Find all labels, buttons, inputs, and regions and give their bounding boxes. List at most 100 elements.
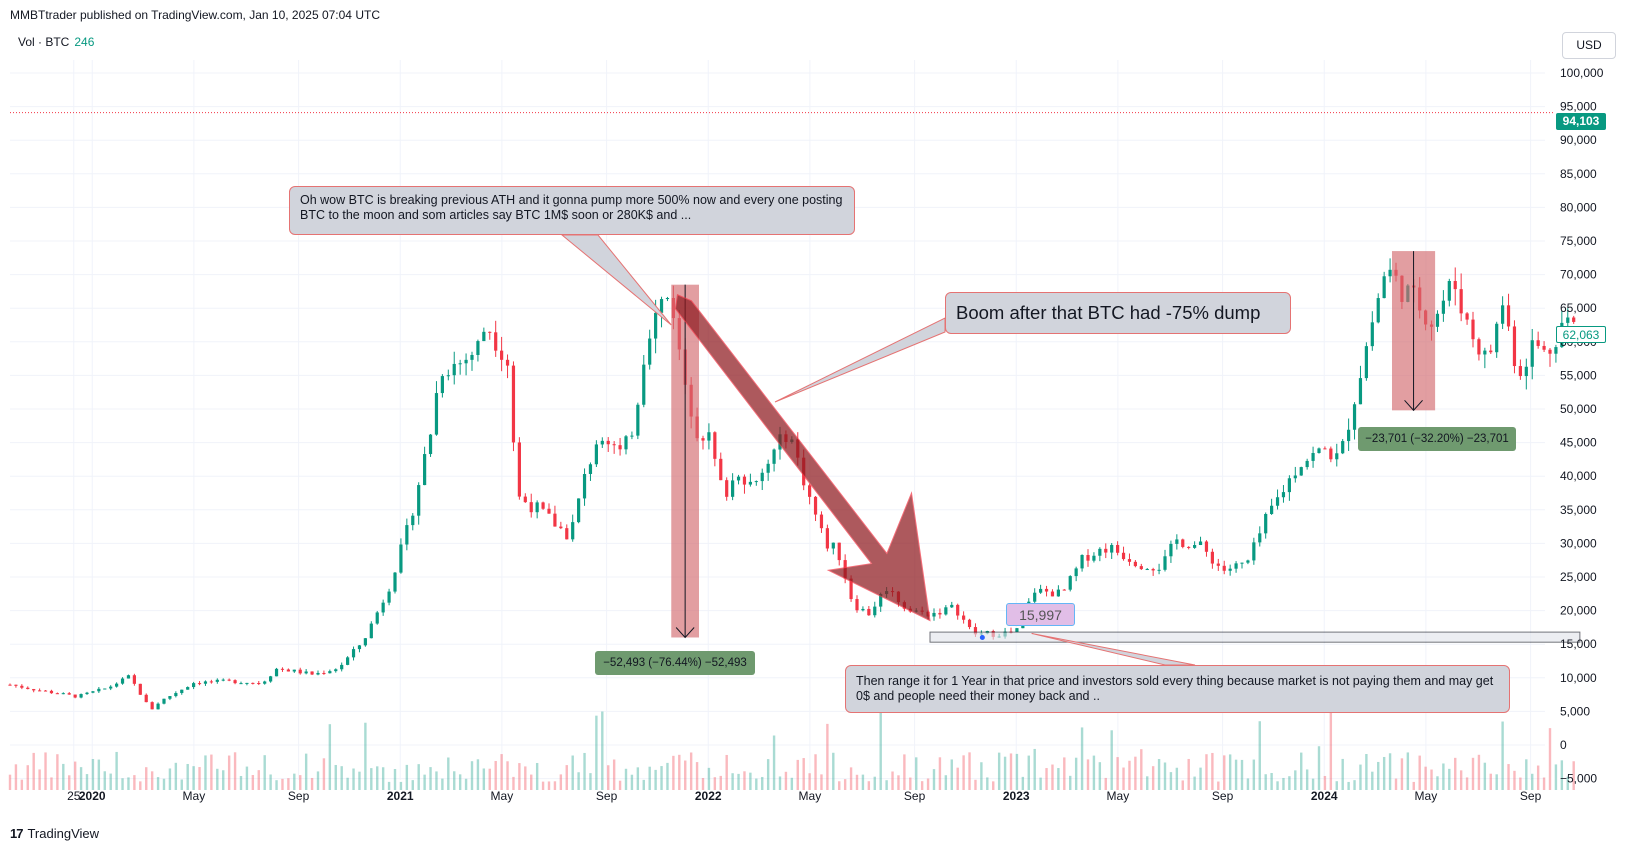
y-tick-label: 30,000 <box>1560 536 1597 550</box>
candle-body <box>618 445 622 450</box>
measure-2021-drop-label[interactable]: −52,493 (−76.44%) −52,493 <box>595 651 755 675</box>
candle-body <box>1234 563 1238 569</box>
volume-bar <box>743 771 746 790</box>
tradingview-footer[interactable]: 17 TradingView <box>10 826 99 841</box>
volume-bar <box>944 775 948 790</box>
candle-body <box>120 678 125 684</box>
candle-body <box>1204 541 1209 552</box>
y-tick-label: 65,000 <box>1560 301 1597 315</box>
measure-2024-drop-label[interactable]: −23,701 (−32.20%) −23,701 <box>1358 427 1516 451</box>
volume-bar <box>198 767 201 790</box>
volume-bar <box>73 761 77 790</box>
volume-bar <box>1412 781 1415 790</box>
candle-body <box>831 542 835 549</box>
volume-bar <box>411 780 414 790</box>
volume-bar <box>1027 755 1030 790</box>
candle-body <box>1554 347 1558 354</box>
dump-callout[interactable]: Boom after that BTC had -75% dump <box>945 292 1291 334</box>
volume-bar <box>1003 756 1007 790</box>
cycle-low-label[interactable]: 15,997 <box>1006 603 1075 626</box>
candle-body <box>636 404 640 436</box>
volume-bar <box>1063 757 1066 790</box>
candle-body <box>328 671 332 674</box>
candle-body <box>1068 576 1072 590</box>
candle-body <box>239 683 243 685</box>
candle-body <box>174 693 178 697</box>
range-callout[interactable]: Then range it for 1 Year in that price a… <box>845 665 1510 713</box>
volume-bar <box>524 766 527 790</box>
measure-2024-drop-arrowhead <box>1404 400 1423 412</box>
volume-bar <box>1335 781 1338 790</box>
x-tick-label: May <box>1415 789 1438 803</box>
candle-body <box>269 676 273 682</box>
volume-bar <box>1406 752 1410 790</box>
candle-body <box>209 681 213 683</box>
candle-body <box>1518 366 1522 377</box>
volume-bar <box>281 778 284 790</box>
volume-bar <box>470 761 474 790</box>
y-tick-label: 70,000 <box>1560 268 1597 282</box>
volume-bar <box>139 781 142 790</box>
volume-bar <box>1169 772 1173 790</box>
volume-bar <box>1418 755 1421 790</box>
candle-body <box>950 604 954 608</box>
range-box <box>929 631 1581 643</box>
candle-body <box>346 657 350 665</box>
candle-body <box>594 444 598 465</box>
candle-body <box>1447 280 1451 301</box>
y-tick-label: 50,000 <box>1560 402 1597 416</box>
candle-body <box>1181 539 1185 547</box>
volume-bar <box>145 767 148 790</box>
volume-bar <box>1388 753 1392 790</box>
volume-legend-value: 246 <box>74 35 95 49</box>
candle-body <box>464 359 468 364</box>
currency-button[interactable]: USD <box>1562 32 1616 59</box>
volume-bar <box>1329 694 1333 790</box>
x-tick-label: May <box>799 789 822 803</box>
candle-body <box>973 627 978 635</box>
volume-bar <box>861 774 865 790</box>
volume-bar <box>654 769 657 790</box>
volume-bar <box>1146 776 1149 790</box>
volume-bar <box>1566 776 1569 790</box>
candle-body <box>1370 322 1374 347</box>
volume-bar <box>109 773 112 790</box>
candle-body <box>1293 475 1297 479</box>
volume-bar <box>1471 757 1475 790</box>
volume-bar <box>1394 778 1398 790</box>
candle-body <box>719 458 723 481</box>
candle-body <box>405 525 409 545</box>
volume-bar <box>1246 778 1250 790</box>
volume-bar <box>210 754 213 790</box>
volume-bar <box>1525 759 1528 790</box>
candle-body <box>808 485 812 497</box>
volume-bar <box>1021 776 1025 790</box>
candle-body <box>600 440 604 445</box>
candle-body <box>192 683 196 688</box>
volume-bar <box>992 781 995 790</box>
volume-bar <box>684 760 687 790</box>
ath-callout[interactable]: Oh wow BTC is breaking previous ATH and … <box>289 186 855 235</box>
volume-bar <box>814 754 817 790</box>
candle-body <box>369 623 373 639</box>
volume-bar <box>1128 760 1131 790</box>
candle-body <box>642 364 646 405</box>
last-price-tag: 62,063 <box>1556 326 1606 343</box>
volume-bar <box>1199 767 1202 790</box>
candle-body <box>132 675 136 684</box>
volume-bar <box>1276 781 1279 790</box>
volume-bar <box>488 768 491 790</box>
candle-body <box>1264 513 1268 534</box>
candle-body <box>1033 592 1037 602</box>
volume-bar <box>1205 754 1208 790</box>
volume-bar <box>642 779 645 790</box>
volume-bar <box>1270 772 1273 790</box>
candle-body <box>8 684 12 686</box>
volume-bar <box>1211 752 1214 790</box>
volume-bar <box>103 771 106 790</box>
candle-body <box>1240 562 1244 564</box>
volume-bar <box>358 771 361 790</box>
volume-bar <box>1051 764 1054 790</box>
volume-bar <box>1009 753 1013 790</box>
